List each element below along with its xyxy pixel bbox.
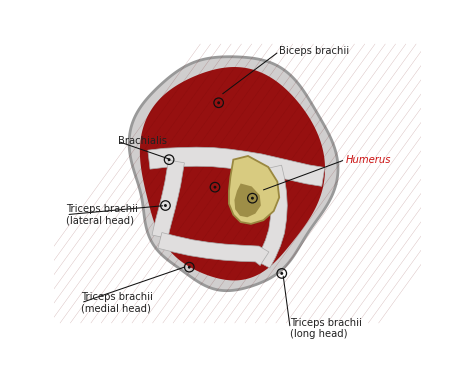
Polygon shape bbox=[235, 184, 261, 217]
Polygon shape bbox=[255, 165, 287, 268]
Circle shape bbox=[213, 186, 217, 189]
Polygon shape bbox=[140, 67, 325, 280]
Circle shape bbox=[217, 101, 220, 104]
Polygon shape bbox=[229, 156, 279, 224]
Text: Brachialis: Brachialis bbox=[118, 136, 167, 146]
Text: Biceps brachii: Biceps brachii bbox=[279, 46, 349, 57]
Polygon shape bbox=[158, 233, 269, 265]
Text: Triceps brachii
(medial head): Triceps brachii (medial head) bbox=[81, 292, 153, 313]
Circle shape bbox=[164, 204, 167, 207]
Circle shape bbox=[188, 266, 191, 269]
Text: Triceps brachii
(long head): Triceps brachii (long head) bbox=[290, 318, 362, 339]
Circle shape bbox=[280, 272, 283, 275]
Polygon shape bbox=[129, 57, 338, 291]
Text: Humerus: Humerus bbox=[345, 155, 391, 165]
Circle shape bbox=[168, 158, 171, 161]
Circle shape bbox=[251, 197, 254, 200]
Polygon shape bbox=[148, 147, 325, 186]
Polygon shape bbox=[152, 160, 184, 239]
Text: Triceps brachii
(lateral head): Triceps brachii (lateral head) bbox=[66, 204, 138, 225]
